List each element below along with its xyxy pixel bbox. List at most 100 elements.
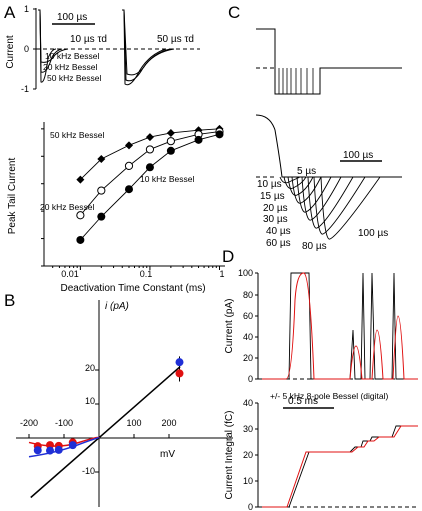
- c-tail-5: [301, 176, 342, 221]
- panel-a-annotation-50us: 50 µs τd: [157, 34, 194, 45]
- b-point-blue-0: [33, 446, 42, 455]
- panel-a-label-50khz: 50 kHz Bessel: [47, 73, 101, 83]
- panel-d-filtered-integral: [262, 425, 418, 508]
- a-lower-point-diamond-2: [124, 141, 133, 150]
- panel-a-scale-bar-label: 100 µs: [57, 12, 87, 23]
- panel-a-annotation-10us: 10 µs τd: [70, 34, 107, 45]
- panel-d-ticks: [255, 272, 258, 380]
- pulse-label-80: 80 µs: [302, 241, 327, 252]
- panel-d-lower-ytick-label-30: 30: [243, 424, 253, 434]
- panel-b-ytick-label-10: 10: [85, 396, 95, 406]
- panel-b-iv-plot: B -200 -100 100 200 20 10 -10 i (pA) mV: [4, 291, 233, 507]
- a-lower-point-filled-5: [194, 135, 203, 144]
- a-lower-point-open-4: [166, 137, 175, 146]
- panel-d-ylabel: Current (pA): [224, 298, 235, 353]
- pulse-label-5: 5 µs: [297, 166, 316, 177]
- voltage-protocol: [256, 28, 402, 95]
- a-lower-point-open-3: [145, 145, 155, 154]
- b-point-blue-1: [46, 446, 54, 455]
- panel-c-current-tails: [255, 114, 402, 240]
- panel-a-ylabel: Current: [5, 35, 16, 69]
- pulse-label-100: 100 µs: [358, 228, 388, 239]
- c-tail-7: [313, 176, 366, 235]
- panel-d-ytick-label-20: 20: [243, 353, 253, 363]
- panel-b-ticks: [28, 369, 170, 473]
- panel-a-ytick-label-m1: -1: [21, 84, 29, 94]
- a-lower-point-diamond-3: [145, 133, 154, 142]
- panel-a-lower-ticks: [41, 128, 220, 270]
- trace-20khz-10us: [38, 9, 63, 73]
- panel-c-traces: C 100 µs 5 µs 10 µs 15 µs 20 µs 30 µs 40…: [228, 3, 402, 252]
- trace-50khz-50us: [122, 9, 167, 86]
- trace-10khz-10us: [38, 9, 69, 63]
- b-fit-blue: [28, 437, 100, 458]
- b-point-blue-4: [175, 358, 184, 367]
- pulse-label-30: 30 µs: [263, 214, 288, 225]
- a-lower-point-open-2: [124, 161, 134, 170]
- panel-d-current-plot: D 0 20 40 60 80 100 Current (pA) +/- 5 k…: [222, 247, 418, 409]
- panel-d-caption: +/- 5 kHz 8-pole Bessel (digital): [270, 391, 389, 401]
- panel-d-filtered-trace: [262, 272, 418, 380]
- b-fit-linear: [30, 366, 181, 499]
- a-lower-point-filled-1: [97, 212, 106, 221]
- panel-a-lower-xlabel: Deactivation Time Constant (ms): [60, 283, 205, 294]
- panel-b-ylabel: i (pA): [105, 301, 129, 312]
- panel-d-lower-ylabel: Current Integral (fC): [224, 411, 235, 500]
- panel-d-lower-ytick-label-20: 20: [243, 450, 253, 460]
- a-lower-point-filled-3: [145, 163, 154, 172]
- a-lower-point-filled-6: [215, 130, 224, 139]
- b-point-blue-3: [68, 441, 77, 450]
- a-lower-point-diamond-4: [166, 128, 175, 137]
- b-point-blue-2: [54, 445, 63, 454]
- panel-a-lower-legend-20khz: 20 kHz Bessel: [40, 202, 94, 212]
- a-lower-point-filled-2: [124, 185, 133, 194]
- pulse-label-20: 20 µs: [263, 203, 288, 214]
- panel-c-scale-bar-label: 100 µs: [343, 150, 373, 161]
- panel-a-label-10khz: 10 kHz Bessel: [45, 51, 99, 61]
- a-lower-point-filled-4: [166, 146, 175, 155]
- c-tail-6: [307, 176, 354, 229]
- c-tail-start: [255, 114, 402, 178]
- panel-a-lower-plot: 0.01 0.1 1 Deactivation Time Constant (m…: [7, 122, 225, 294]
- panel-c-pulse-labels: 5 µs 10 µs 15 µs 20 µs 30 µs 40 µs 60 µs…: [257, 166, 388, 252]
- panel-d-ytick-label-80: 80: [243, 290, 253, 300]
- b-point-red-4: [175, 369, 184, 378]
- panel-a-lower-xtick-label-1: 0.1: [140, 269, 153, 279]
- panel-b-xtick-label-100: 100: [126, 418, 141, 428]
- panel-b-series: [28, 356, 184, 499]
- panel-b-xtick-label-200: 200: [161, 418, 176, 428]
- a-lower-point-diamond-1: [97, 155, 106, 164]
- pulse-label-60: 60 µs: [266, 238, 291, 249]
- panel-label-a: A: [4, 3, 16, 22]
- panel-a-lower-xtick-label-0: 0.01: [61, 269, 79, 279]
- panel-b-xlabel: mV: [160, 449, 175, 460]
- panel-label-b: B: [4, 291, 15, 310]
- panel-a-lower-ylabel: Peak Tail Current: [7, 158, 18, 235]
- panel-d-raw-integral: [262, 425, 418, 508]
- panel-a-lower-series: [76, 124, 224, 244]
- panel-b-ytick-label-20: 20: [85, 363, 95, 373]
- panel-a-traces: A 1 0 -1 Current 100 µs 10 µs τd 10 kHz …: [4, 3, 200, 94]
- panel-d-integral-plot: 0 10 20 30 40 Current Integral (fC): [224, 398, 418, 511]
- panel-d-lower-ticks: [255, 402, 258, 508]
- panel-d-lower-ytick-label-40: 40: [243, 398, 253, 408]
- panel-a-lower-xtick-label-2: 1: [219, 269, 224, 279]
- panel-label-c: C: [228, 3, 240, 22]
- a-lower-point-diamond-0: [76, 175, 85, 184]
- panel-d-ytick-label-60: 60: [243, 311, 253, 321]
- panel-b-xtick-label-m100: -100: [55, 418, 73, 428]
- trace-50khz-10us: [38, 9, 57, 83]
- panel-d-ytick-label-100: 100: [238, 268, 253, 278]
- c-tail-8: [320, 176, 381, 240]
- panel-d-lower-ytick-label-0: 0: [248, 502, 253, 511]
- panel-d-ytick-label-0: 0: [248, 374, 253, 384]
- pulse-label-40: 40 µs: [266, 226, 291, 237]
- panel-a-label-20khz: 20 kHz Bessel: [43, 62, 97, 72]
- a-lower-point-open-1: [97, 186, 106, 195]
- panel-d-raw-trace: [262, 272, 418, 380]
- pulse-label-10: 10 µs: [257, 179, 282, 190]
- c-tail-3: [291, 176, 322, 204]
- panel-d-ytick-label-40: 40: [243, 332, 253, 342]
- panel-d-lower-ytick-label-10: 10: [243, 476, 253, 486]
